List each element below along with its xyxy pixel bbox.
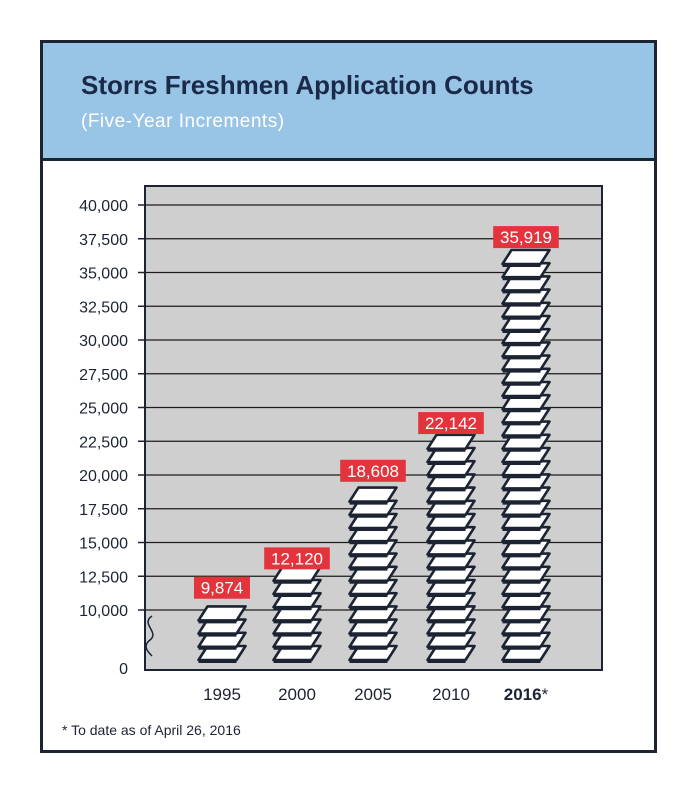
bar-1995: 9,874	[194, 576, 250, 663]
bar-2005: 18,608	[340, 459, 406, 663]
value-label: 35,919	[500, 228, 552, 247]
y-tick-label: 10,000	[79, 603, 128, 620]
value-label-bg	[194, 576, 250, 599]
axis-break-icon	[145, 615, 154, 657]
bar-top-sheet	[348, 486, 398, 503]
y-tick-label: 15,000	[79, 536, 128, 553]
y-tick-label: 25,000	[79, 401, 128, 418]
chart-header: Storrs Freshmen Application Counts (Five…	[43, 43, 654, 161]
y-tick-label: 40,000	[79, 198, 128, 215]
y-tick-label: 0	[119, 661, 128, 678]
chart-subtitle: (Five-Year Increments)	[81, 111, 285, 132]
y-tick-label: 20,000	[79, 468, 128, 485]
chart-title: Storrs Freshmen Application Counts	[81, 70, 534, 100]
value-label: 12,120	[271, 549, 323, 568]
y-tick-label: 37,500	[79, 232, 128, 249]
bar-top-sheet	[197, 605, 247, 622]
x-tick-label: 2000	[278, 685, 316, 704]
y-tick-label: 30,000	[79, 333, 128, 350]
footnote: * To date as of April 26, 2016	[62, 722, 241, 738]
value-label-bg	[418, 412, 484, 435]
y-tick-label: 27,500	[79, 367, 128, 384]
bar-top-sheet	[501, 248, 551, 266]
y-tick-label: 12,500	[79, 569, 128, 586]
bar-2016: 35,919	[493, 226, 559, 663]
y-tick-label: 22,500	[79, 434, 128, 451]
value-label: 9,874	[201, 579, 244, 598]
y-tick-label: 35,000	[79, 266, 128, 283]
x-tick-label: 2016*	[504, 685, 549, 704]
value-label-bg	[493, 226, 559, 249]
x-tick-label: 2010	[432, 685, 470, 704]
x-tick-label: 2005	[354, 685, 392, 704]
y-tick-label: 32,500	[79, 299, 128, 316]
value-label: 22,142	[425, 414, 477, 433]
bar-top-sheet	[426, 433, 476, 451]
x-tick-label: 1995	[203, 685, 241, 704]
value-label-bg	[264, 547, 330, 570]
y-tick-label: 17,500	[79, 502, 128, 519]
value-label: 18,608	[347, 462, 399, 481]
bar-2010: 22,142	[418, 412, 484, 663]
bar-2000: 12,120	[264, 547, 330, 663]
value-label-bg	[340, 459, 406, 482]
